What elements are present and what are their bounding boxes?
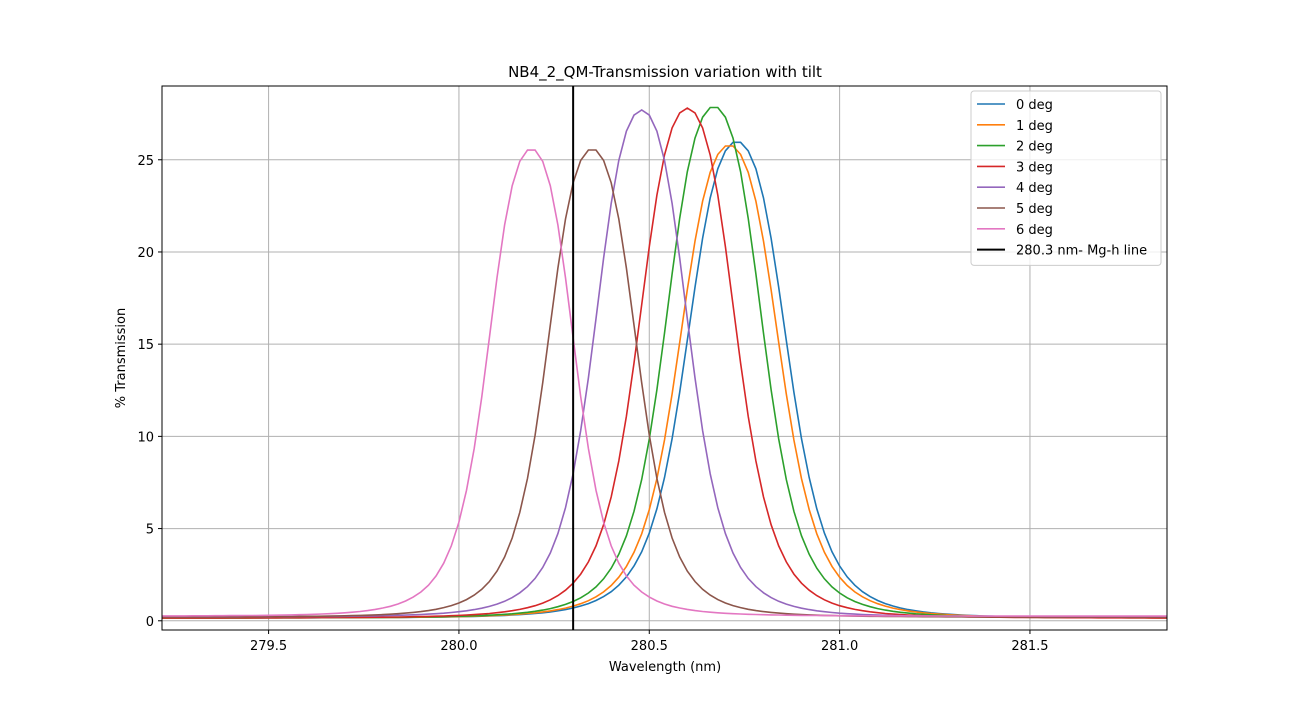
legend-label: 4 deg	[1016, 181, 1053, 196]
x-tick-label: 280.0	[440, 639, 477, 654]
x-tick-label: 279.5	[250, 639, 287, 654]
legend-label: 0 deg	[1016, 98, 1053, 113]
x-tick-label: 281.5	[1011, 639, 1048, 654]
y-tick-label: 10	[137, 430, 154, 445]
series-line-6-deg	[162, 149, 1167, 617]
legend-label: 5 deg	[1016, 202, 1053, 217]
x-axis-label: Wavelength (nm)	[609, 660, 721, 675]
x-tick-label: 280.5	[631, 639, 668, 654]
legend-label: 2 deg	[1016, 140, 1053, 155]
legend: 0 deg 1 deg 2 deg 3 deg 4 deg 5 deg 6 deg 280.3…	[970, 90, 1162, 266]
legend-box	[970, 90, 1162, 266]
plot-area	[162, 86, 1167, 630]
y-axis-label: % Transmission	[114, 308, 129, 408]
y-tick-label: 5	[146, 523, 154, 538]
y-tick-label: 25	[137, 154, 154, 169]
legend-label: 1 deg	[1016, 119, 1053, 134]
series-line-5-deg	[162, 149, 1167, 618]
legend-label: 6 deg	[1016, 223, 1053, 238]
legend-label: 280.3 nm- Mg-h line	[1016, 244, 1147, 259]
x-tick-label: 281.0	[821, 639, 858, 654]
legend-label: 3 deg	[1016, 160, 1053, 175]
y-tick-label: 20	[137, 246, 154, 261]
ticks: 279.5 280.0 280.5 281.0 281.5 0 5 10 15 20 25	[137, 154, 1048, 654]
axes-frame	[161, 85, 1168, 631]
y-tick-label: 15	[137, 338, 154, 353]
chart-title: NB4_2_QM-Transmission variation with til…	[508, 63, 822, 82]
y-tick-label: 0	[146, 615, 154, 630]
